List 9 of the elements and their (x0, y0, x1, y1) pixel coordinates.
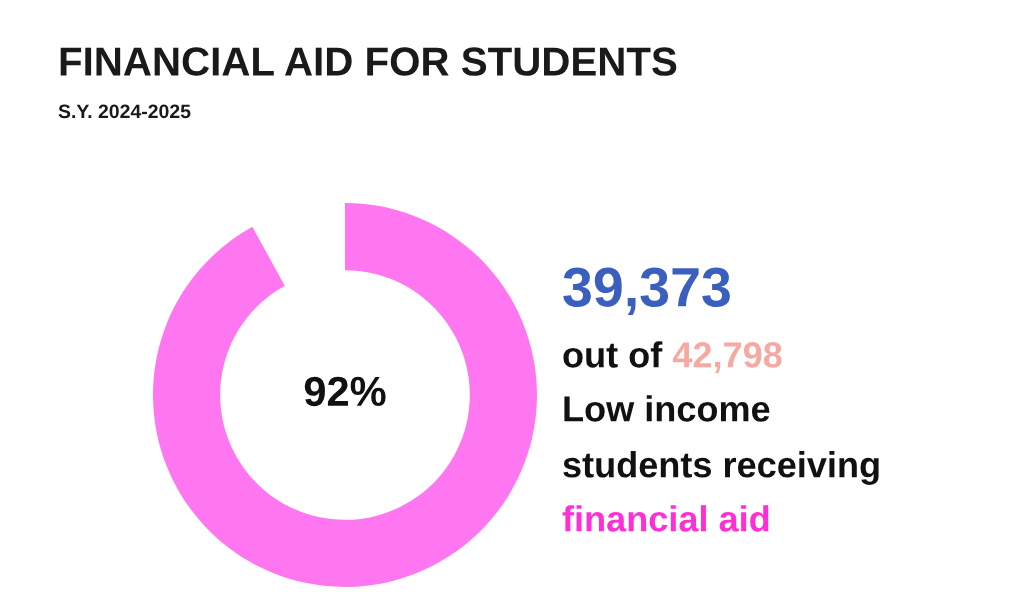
chart-subtitle: S.Y. 2024-2025 (58, 104, 191, 119)
text: students receiving (563, 451, 879, 485)
text: 39,373 (563, 267, 730, 315)
chart-title: FINANCIAL AID FOR STUDENTS (60, 47, 677, 76)
text: Low income (564, 395, 770, 422)
text: out of (563, 341, 663, 368)
text: financial aid (562, 505, 769, 532)
text: 42,798 (672, 342, 782, 373)
text: 92% (304, 376, 386, 407)
